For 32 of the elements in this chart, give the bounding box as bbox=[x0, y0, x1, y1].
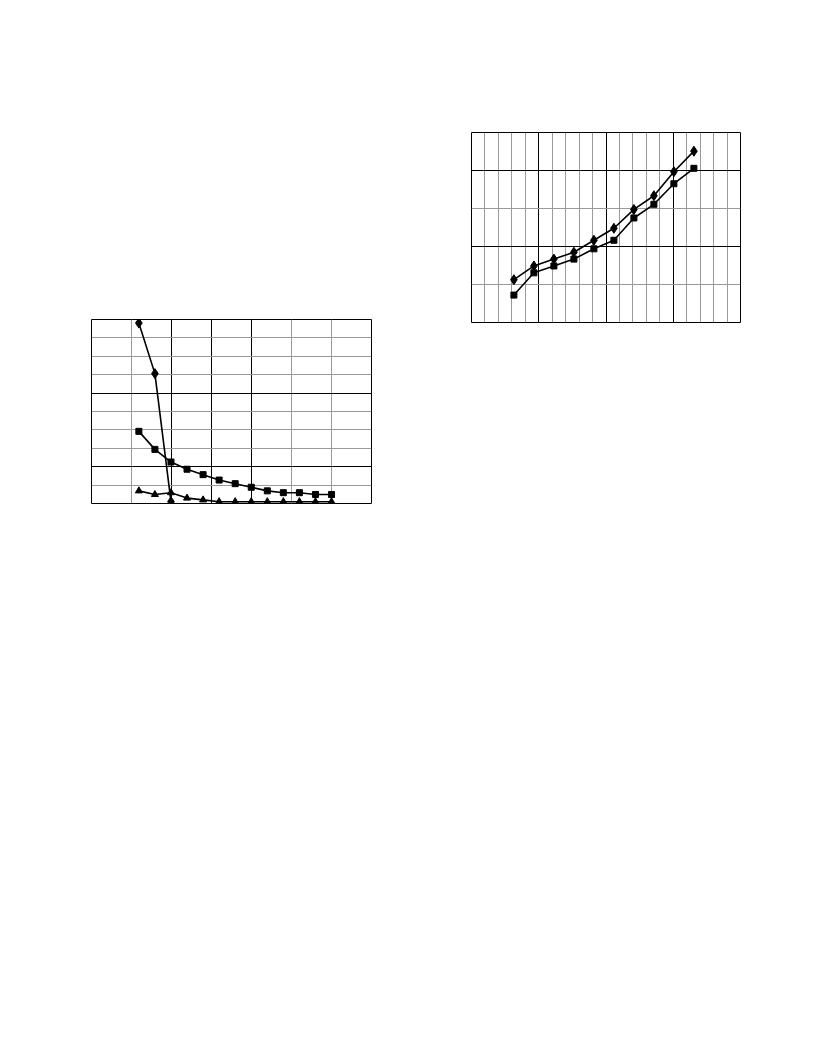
point bbox=[328, 490, 336, 498]
point bbox=[183, 465, 191, 473]
point bbox=[150, 489, 159, 497]
point bbox=[247, 483, 255, 491]
point bbox=[134, 486, 143, 494]
point bbox=[151, 445, 159, 453]
point bbox=[670, 180, 678, 188]
point bbox=[263, 487, 271, 495]
point bbox=[167, 458, 175, 466]
point bbox=[510, 291, 518, 299]
point bbox=[135, 319, 143, 329]
point bbox=[279, 489, 287, 497]
point bbox=[263, 497, 272, 504]
point bbox=[550, 262, 558, 270]
point bbox=[570, 255, 578, 263]
point bbox=[215, 497, 224, 504]
point bbox=[650, 200, 658, 208]
point bbox=[215, 476, 223, 484]
point bbox=[530, 269, 538, 277]
point bbox=[630, 214, 638, 222]
point bbox=[311, 490, 319, 498]
point bbox=[231, 480, 239, 488]
point bbox=[199, 495, 208, 503]
point bbox=[590, 245, 598, 253]
point bbox=[166, 488, 175, 496]
point bbox=[295, 489, 303, 497]
point bbox=[135, 427, 143, 435]
point bbox=[183, 493, 192, 501]
point bbox=[199, 471, 207, 479]
point bbox=[610, 236, 618, 244]
point bbox=[690, 164, 698, 172]
point bbox=[167, 496, 175, 504]
